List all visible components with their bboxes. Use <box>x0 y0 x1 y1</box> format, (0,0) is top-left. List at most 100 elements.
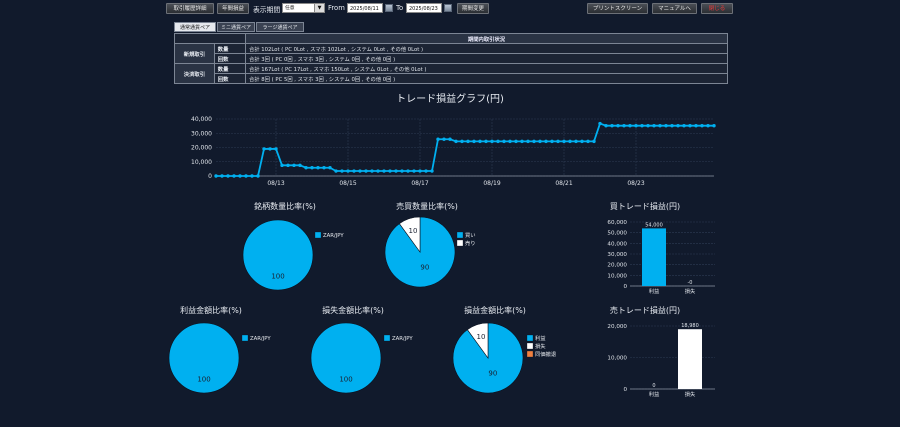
pnl-data-point <box>298 163 302 168</box>
calendar-icon[interactable] <box>385 4 393 12</box>
pnl-data-point <box>322 166 326 170</box>
pnl-data-point <box>316 166 320 170</box>
pnl-data-point <box>490 139 494 144</box>
pnl-data-point <box>526 139 530 144</box>
pnl-data-point <box>334 169 338 173</box>
y-tick-label: 0 <box>623 387 627 393</box>
yearly-pnl-button[interactable]: 年間損益 <box>217 3 249 14</box>
pnl-data-point <box>418 169 422 173</box>
pnl-data-point <box>508 139 512 144</box>
tab-standard-pairs[interactable]: 通常通貨ペア <box>174 22 216 32</box>
pnl-data-point <box>274 147 278 151</box>
pnl-data-point <box>496 139 500 144</box>
pnl-data-point <box>550 139 554 144</box>
y-tick-label: 20,000 <box>607 263 627 269</box>
y-tick-label: 60,000 <box>607 220 627 226</box>
legend-label: 売り <box>465 239 476 247</box>
pie-slice-label: 90 <box>420 263 429 271</box>
pnl-data-point <box>292 163 296 168</box>
y-tick-label: 40,000 <box>191 116 212 123</box>
legend-swatch <box>526 350 534 358</box>
pnl-data-point <box>598 121 602 126</box>
y-tick-label: 0 <box>623 284 627 290</box>
x-tick-label: 損失 <box>685 390 696 398</box>
pie-title-profit-amount: 利益金額比率(%) <box>180 306 242 315</box>
close-button[interactable]: 閉じる <box>701 3 733 14</box>
bar-data-label: -0 <box>688 280 693 286</box>
x-tick-label: 08/17 <box>411 180 428 187</box>
pnl-data-point <box>250 174 254 178</box>
pnl-data-point <box>478 139 482 144</box>
pnl-data-point <box>220 174 224 178</box>
pnl-data-point <box>514 139 518 144</box>
pnl-data-point <box>448 137 452 141</box>
pie-title-loss-amount: 損失金額比率(%) <box>322 306 384 315</box>
pie-slice-label: 10 <box>477 333 486 341</box>
pnl-data-point <box>376 169 380 173</box>
bar-data-label: 0 <box>652 383 655 389</box>
from-label: From <box>328 4 345 12</box>
pnl-data-point <box>706 123 710 128</box>
pnl-data-point <box>430 169 434 173</box>
pnl-data-point <box>304 166 308 170</box>
pnl-data-point <box>688 123 692 128</box>
print-screen-button[interactable]: プリントスクリーン <box>587 3 648 14</box>
legend-swatch <box>383 334 391 342</box>
calendar-icon[interactable] <box>444 4 452 12</box>
pnl-data-point <box>412 169 416 173</box>
pnl-data-point <box>670 123 674 128</box>
pie-slice-label: 100 <box>339 376 352 384</box>
period-select[interactable]: 任意 ▼ <box>282 3 325 13</box>
legend-swatch <box>241 334 249 342</box>
pnl-data-point <box>658 123 662 128</box>
pnl-data-point <box>640 123 644 128</box>
pie-slice-label: 90 <box>488 369 497 377</box>
legend-label: 買い <box>465 232 476 239</box>
change-period-button[interactable]: 期間変更 <box>457 3 489 14</box>
pnl-data-point <box>484 139 488 144</box>
pnl-data-point <box>520 139 524 144</box>
from-date-field[interactable]: 2025/08/11 <box>347 3 383 13</box>
pie-slice <box>310 322 382 394</box>
pnl-data-point <box>676 123 680 128</box>
to-date-field[interactable]: 2025/08/23 <box>406 3 442 13</box>
pnl-data-point <box>460 139 464 144</box>
pnl-data-point <box>682 123 686 128</box>
pnl-data-point <box>580 139 584 144</box>
period-label: 表示期間 <box>253 6 281 14</box>
legend-label: ZAR/JPY <box>250 336 271 342</box>
legend-label: 損失 <box>535 342 546 350</box>
y-tick-label: 10,000 <box>607 356 627 362</box>
pnl-data-point <box>628 123 632 128</box>
chevron-down-icon: ▼ <box>314 4 324 12</box>
manual-button[interactable]: マニュアルへ <box>652 3 697 14</box>
tab-large-pairs[interactable]: ラージ通貨ペア <box>256 22 304 32</box>
trade-history-button[interactable]: 取引履歴詳細 <box>166 3 214 14</box>
legend-label: ZAR/JPY <box>323 233 344 239</box>
pnl-data-point <box>544 139 548 144</box>
pie-slice <box>399 216 421 253</box>
y-tick-label: 10,000 <box>607 273 627 279</box>
bar-data-label: 54,000 <box>645 222 663 228</box>
pnl-data-point <box>400 169 404 173</box>
pnl-data-point <box>442 137 446 141</box>
line-chart-title: トレード損益グラフ(円) <box>396 94 504 105</box>
legend-label: 同価撤退 <box>535 350 557 358</box>
y-tick-label: 10,000 <box>191 159 212 166</box>
pnl-data-point <box>652 123 656 128</box>
tab-mini-pairs[interactable]: ミニ通貨ペア <box>217 22 255 32</box>
pnl-data-point <box>370 169 374 173</box>
pnl-data-point <box>610 123 614 128</box>
x-tick-label: 08/13 <box>267 180 284 187</box>
pnl-data-point <box>352 169 356 173</box>
pnl-data-point <box>472 139 476 144</box>
pnl-data-point <box>592 139 596 144</box>
x-tick-label: 利益 <box>649 390 660 398</box>
pie-slice <box>168 322 240 394</box>
pnl-data-point <box>406 169 410 173</box>
pnl-data-point <box>664 123 668 128</box>
pnl-data-point <box>256 174 260 178</box>
row-label: 回数 <box>213 73 247 84</box>
pnl-data-point <box>358 169 362 173</box>
